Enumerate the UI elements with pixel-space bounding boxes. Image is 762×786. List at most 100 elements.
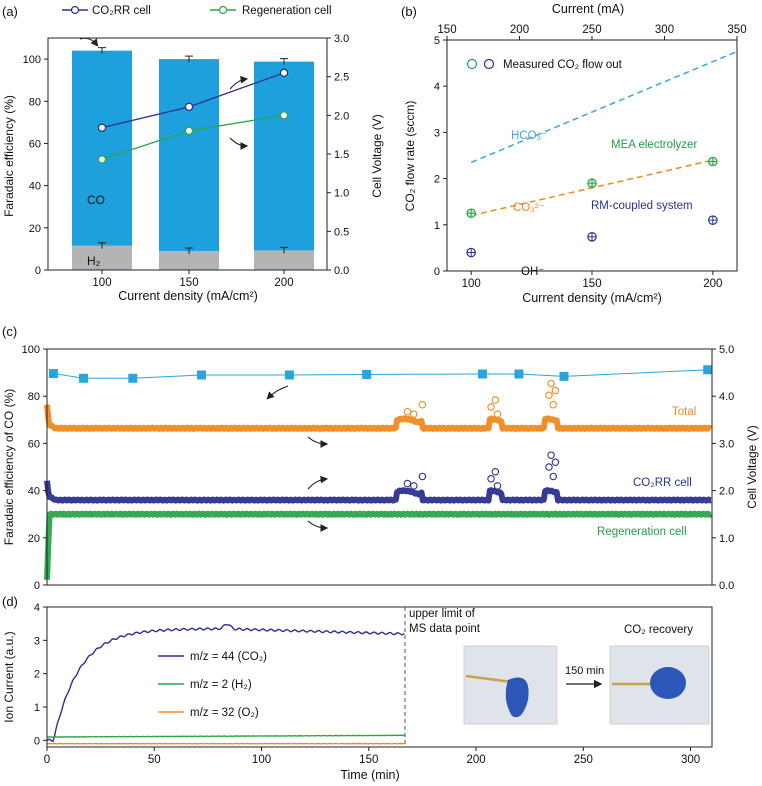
point-regen-150 [184, 126, 194, 136]
label-c-co2rr: CO₂RR cell [633, 477, 692, 489]
panel-b-x-axis-label: Current density (mA/cm²) [522, 291, 662, 305]
panel-b-x2-axis-label: Current (mA) [552, 2, 624, 16]
legend-label-regen: Regeneration cell [242, 5, 332, 17]
panel-c-y-ticks: 0 20 40 60 80 100 [22, 344, 47, 592]
point-co2rr-200 [279, 68, 289, 78]
outlier-co2rr-4 [491, 467, 500, 476]
legend-marker-rm [483, 58, 495, 70]
y2-tick-label-0.5: 0.5 [334, 226, 349, 238]
y2-tick-label-1.5: 1.5 [334, 149, 349, 161]
b-x2-tick-label-350: 350 [727, 24, 746, 36]
panel-d-x-ticks: 0 50 100 150 200 250 300 [44, 747, 700, 766]
panel-a: (a) CO₂RR cell Regeneration cell 0 20 40 60… [2, 4, 384, 303]
outlier-total-7 [547, 379, 555, 388]
legend-label-mz32: m/z = 32 (O₂) [190, 707, 259, 719]
panel-label-d: (d) [2, 594, 18, 609]
b-x-tick-label-150: 150 [582, 278, 601, 290]
panel-b: (b) Current (mA) 150 200 250 300 350 012345 … [401, 2, 747, 305]
x-tick-label-150: 150 [179, 277, 198, 289]
panel-b-legend: Measured CO₂ flow out [466, 58, 623, 71]
photo-before-balloon [505, 677, 529, 718]
x-tick-label-100: 100 [92, 277, 111, 289]
panel-c: (c) 0 20 40 60 80 100 0.0 1.0 2.0 3.0 4.0 5.0 Fara… [2, 324, 759, 592]
point-co2rr-150 [184, 102, 194, 112]
panel-a-y2-axis-label: Cell Voltage (V) [370, 114, 384, 197]
d-y-tick-label-4: 4 [34, 602, 40, 614]
outlier-co2rr-0 [403, 479, 412, 488]
panel-b-x-ticks: 100 150 200 [462, 271, 722, 290]
b-y-tick-label-3: 3 [434, 127, 440, 139]
d-x-tick-label-50: 50 [148, 754, 161, 766]
panel-a-bars [72, 47, 314, 270]
b-x-tick-label-200: 200 [703, 278, 722, 290]
b-y-tick-label-4: 4 [434, 81, 440, 93]
label-co3: CO₃²⁻ [513, 202, 545, 214]
bar-h2-100 [72, 245, 132, 270]
outlier-total-2 [418, 400, 427, 409]
c-y-tick-label-20: 20 [28, 533, 40, 545]
d-x-tick-label-250: 250 [574, 754, 593, 766]
y-tick-label-60: 60 [29, 138, 41, 150]
y2-tick-label-0.0: 0.0 [334, 265, 349, 277]
trace-co2rr [44, 480, 713, 504]
d-y-tick-label-2: 2 [34, 669, 40, 681]
d-x-tick-label-0: 0 [44, 754, 50, 766]
panel-b-y-axis-label: CO₂ flow rate (sccm) [403, 101, 417, 212]
point-regen-100 [97, 155, 107, 164]
photo-before-tube [465, 674, 513, 684]
outlier-total-6 [545, 391, 553, 400]
d-y-tick-label-0: 0 [34, 735, 40, 747]
trace-mz44 [46, 623, 405, 743]
outlier-co2rr-6 [545, 463, 553, 471]
d-x-tick-label-200: 200 [466, 754, 485, 766]
panel-a-y-ticks: 0 20 40 60 80 100 [23, 54, 48, 277]
label-mea: MEA electrolyzer [611, 139, 697, 151]
bar-co-100 [72, 50, 132, 246]
bar-h2-200 [254, 250, 314, 270]
photo-before [463, 645, 558, 725]
annotation-upper-limit-2: MS data point [409, 623, 481, 635]
outlier-total-8 [549, 400, 558, 409]
b-y-tick-label-5: 5 [434, 35, 440, 47]
arrow-curved-1 [79, 37, 99, 47]
c-y-tick-label-100: 100 [22, 344, 40, 356]
annotation-time: 150 min [565, 665, 604, 677]
d-y-tick-label-3: 3 [34, 635, 40, 647]
d-x-tick-label-300: 300 [681, 754, 700, 766]
voltage-line [53, 369, 708, 379]
annotation-upper-limit-1: upper limit of [409, 608, 476, 620]
c-y2-tick-label-4.0: 4.0 [719, 391, 734, 403]
arrow-c-4 [307, 520, 329, 532]
voltage-square-5 [362, 369, 372, 379]
label-total: Total [672, 406, 696, 418]
y-tick-label-80: 80 [29, 96, 41, 108]
trace-total [44, 404, 713, 432]
outlier-co2rr-3 [487, 475, 495, 483]
c-y2-tick-label-2.0: 2.0 [719, 486, 734, 498]
panel-d-x-axis-label: Time (min) [340, 768, 399, 782]
c-y2-tick-label-3.0: 3.0 [719, 438, 734, 450]
arrow-curved-2 [229, 75, 249, 90]
bar-label-co: CO [87, 193, 105, 207]
outlier-total-0 [403, 408, 412, 416]
b-x2-tick-label-250: 250 [582, 24, 601, 36]
c-y-tick-label-80: 80 [28, 391, 40, 403]
panel-d-traces [46, 623, 405, 745]
voltage-square-9 [703, 365, 713, 375]
outlier-co2rr-2 [418, 472, 427, 481]
d-x-tick-label-100: 100 [252, 754, 271, 766]
y-tick-label-20: 20 [29, 223, 41, 235]
x-tick-label-200: 200 [274, 277, 293, 289]
voltage-square-2 [128, 373, 138, 383]
panel-d-y-axis-label: Ion Current (a.u.) [2, 631, 16, 722]
panel-c-y-axis-label: Faradaic efficiency of CO (%) [2, 389, 16, 546]
point-co2rr-100 [97, 123, 107, 132]
outlier-total-5 [493, 410, 502, 418]
point-regen-200 [279, 111, 289, 120]
panel-a-x-axis-label: Current density (mA/cm²) [118, 289, 258, 303]
arrow-curved-3 [229, 137, 249, 150]
b-y-tick-label-1: 1 [434, 220, 440, 232]
b-x2-tick-label-300: 300 [655, 24, 674, 36]
trace-regen [44, 510, 713, 580]
b-x2-tick-label-150: 150 [437, 24, 456, 36]
